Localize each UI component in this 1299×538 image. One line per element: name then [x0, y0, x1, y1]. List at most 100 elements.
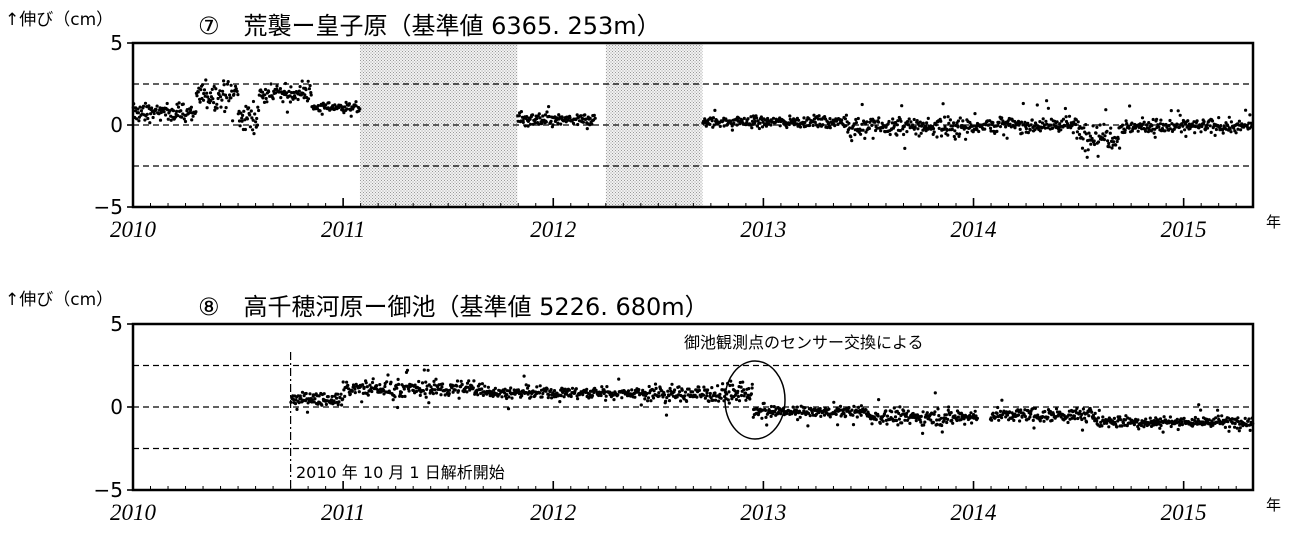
- data-point: [209, 99, 213, 103]
- data-point: [240, 116, 244, 120]
- data-point: [370, 386, 374, 390]
- data-point: [347, 102, 351, 106]
- data-point: [946, 417, 950, 421]
- data-point: [432, 383, 436, 387]
- data-point: [787, 122, 791, 127]
- data-point: [886, 122, 890, 126]
- data-point: [146, 116, 150, 121]
- data-point: [1136, 418, 1140, 422]
- data-point: [424, 380, 428, 384]
- data-point: [1045, 99, 1049, 103]
- data-point: [224, 106, 228, 110]
- data-point: [169, 118, 173, 122]
- data-point: [931, 127, 936, 131]
- data-point: [1156, 419, 1161, 424]
- data-point: [1221, 131, 1225, 135]
- data-point: [1139, 423, 1143, 428]
- data-point: [620, 396, 624, 400]
- data-point: [1247, 417, 1251, 421]
- data-point: [306, 97, 311, 101]
- data-point: [1121, 421, 1125, 425]
- data-point: [814, 412, 819, 416]
- data-point: [1070, 416, 1074, 420]
- data-point: [757, 126, 762, 131]
- data-point: [1096, 154, 1100, 158]
- data-point: [353, 391, 357, 395]
- data-point: [261, 96, 265, 100]
- data-point: [330, 394, 334, 399]
- data-point: [974, 414, 978, 418]
- data-point: [471, 386, 475, 390]
- data-point: [455, 384, 459, 388]
- data-point: [1046, 126, 1050, 130]
- data-point: [223, 109, 227, 114]
- data-point: [810, 411, 814, 415]
- data-point: [1080, 412, 1084, 417]
- data-point: [579, 114, 583, 118]
- data-point: [1226, 124, 1230, 128]
- data-point: [1000, 398, 1004, 402]
- data-point: [1069, 413, 1073, 417]
- data-point: [1120, 424, 1124, 428]
- data-point: [362, 385, 366, 389]
- data-point: [905, 130, 909, 134]
- data-point: [991, 411, 995, 415]
- data-point: [847, 406, 851, 410]
- data-point: [755, 116, 759, 120]
- data-point: [721, 382, 725, 386]
- data-point: [1107, 425, 1111, 429]
- data-point: [541, 114, 545, 118]
- data-point: [948, 118, 953, 122]
- data-point: [956, 119, 961, 123]
- data-point: [1243, 416, 1247, 420]
- data-point: [905, 411, 909, 416]
- data-point: [143, 118, 147, 122]
- data-point: [859, 132, 863, 136]
- data-point: [1132, 423, 1136, 427]
- data-point: [856, 405, 861, 409]
- data-point: [537, 391, 542, 395]
- data-point: [1065, 122, 1070, 126]
- data-point: [925, 121, 929, 125]
- data-point: [995, 411, 999, 415]
- data-point: [1038, 129, 1042, 133]
- data-point: [772, 405, 776, 409]
- data-point: [848, 126, 852, 130]
- data-point: [708, 122, 712, 126]
- data-point: [1021, 101, 1025, 106]
- data-point: [283, 81, 288, 86]
- data-point: [616, 393, 620, 397]
- data-point: [600, 385, 604, 389]
- data-point: [505, 393, 509, 397]
- data-point: [903, 418, 907, 422]
- data-point: [847, 121, 851, 125]
- data-point: [219, 105, 223, 109]
- x-tick-label: 2015: [1161, 217, 1207, 242]
- data-point: [952, 121, 956, 125]
- data-point: [239, 111, 243, 115]
- data-point: [225, 82, 230, 86]
- data-point: [983, 127, 987, 131]
- data-point: [1031, 407, 1035, 411]
- data-point: [729, 394, 733, 398]
- data-point: [405, 384, 409, 388]
- data-point: [779, 412, 783, 416]
- data-point: [1216, 414, 1220, 418]
- data-point: [506, 407, 511, 411]
- data-point: [711, 116, 716, 120]
- data-point: [836, 423, 840, 427]
- data-point: [361, 383, 365, 387]
- chart-title: ⑧ 高千穂河原ー御池（基準値 5226. 680m）: [198, 293, 709, 321]
- data-point: [1213, 133, 1217, 137]
- data-point: [890, 121, 894, 125]
- data-point: [522, 374, 526, 378]
- data-point: [1084, 132, 1088, 136]
- data-point: [1144, 129, 1148, 133]
- data-point: [1168, 127, 1172, 131]
- data-point: [1038, 419, 1042, 423]
- data-point: [310, 398, 314, 402]
- data-point: [1200, 124, 1204, 129]
- data-point: [900, 104, 904, 108]
- data-point: [1064, 115, 1068, 119]
